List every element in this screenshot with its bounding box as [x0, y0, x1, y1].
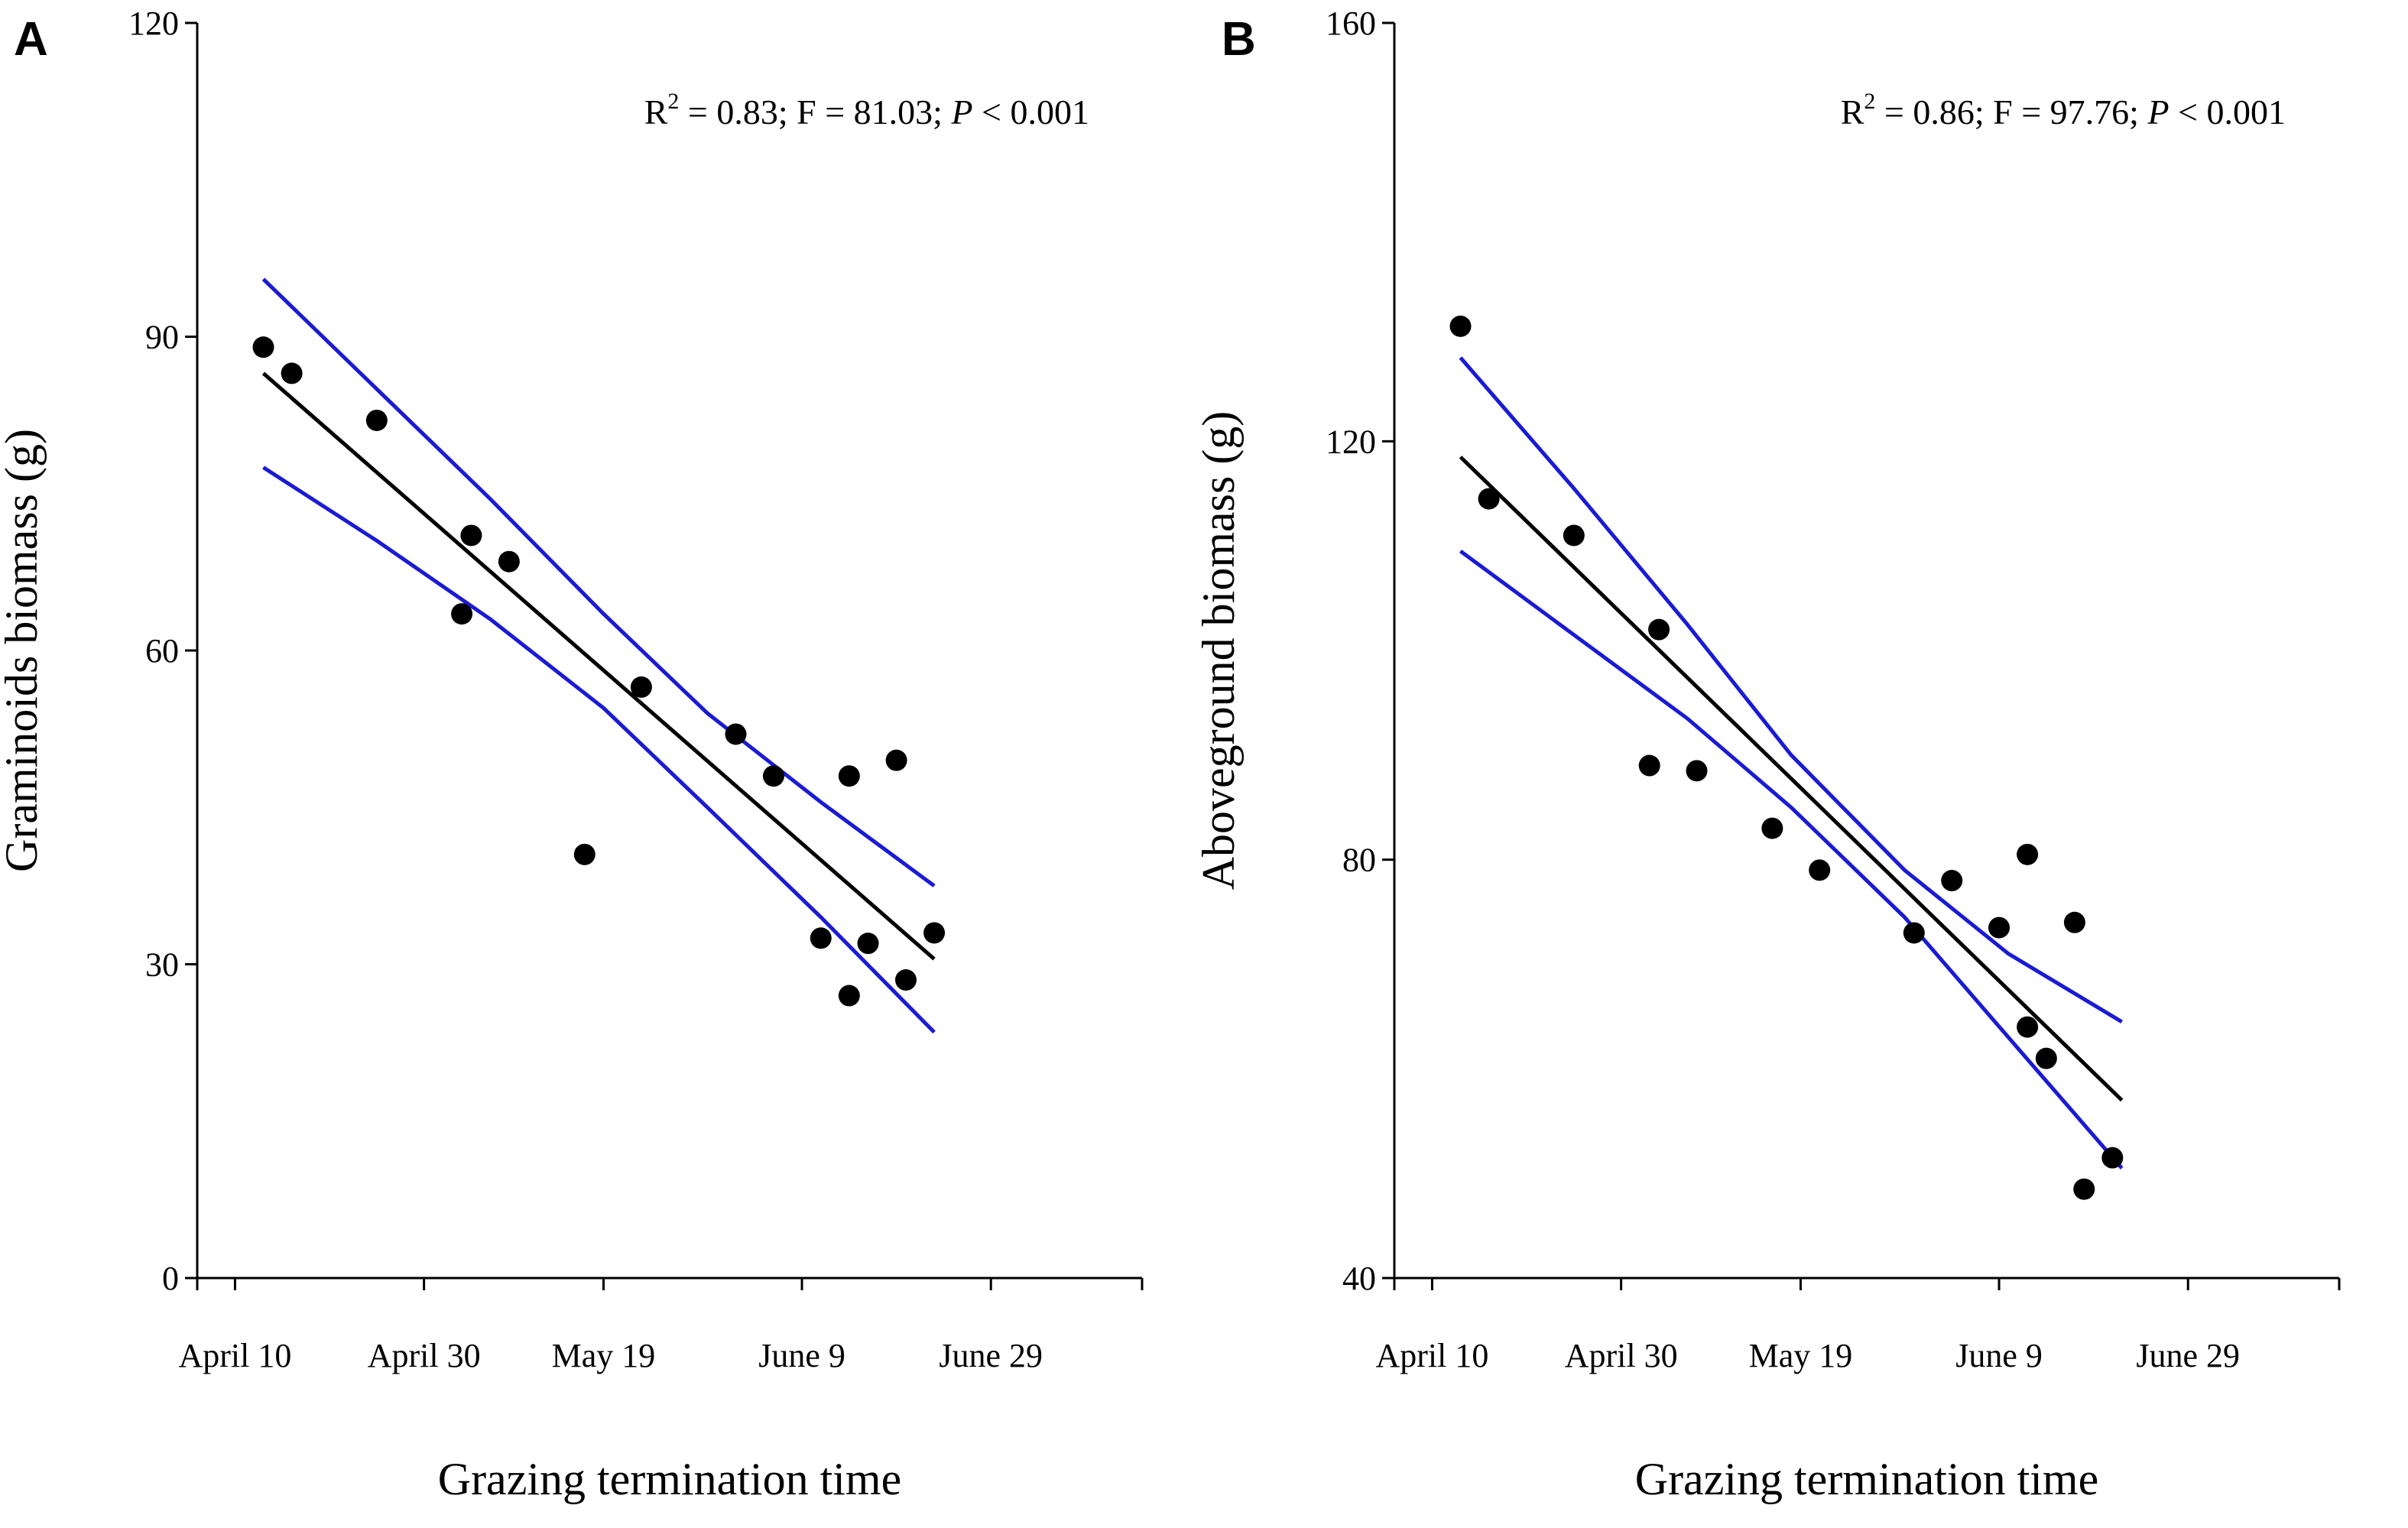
- data-point: [857, 933, 879, 955]
- panel-a: A 0 30 60 90 120 April 10 April 30 May 19 June 9 J…: [0, 5, 1144, 1504]
- x-tick-label: June 9: [758, 1337, 845, 1374]
- data-point: [281, 362, 303, 384]
- data-point: [2063, 911, 2085, 933]
- y-tick-label: 60: [145, 632, 179, 670]
- x-tick-label: April 10: [1375, 1337, 1488, 1374]
- r2-symbol: R: [1841, 92, 1864, 131]
- data-point: [1988, 916, 2010, 939]
- data-point: [498, 550, 520, 573]
- r2-superscript: 2: [667, 89, 679, 114]
- regression-line: [261, 371, 936, 961]
- y-tick-label: 0: [162, 1260, 179, 1297]
- x-axis-title: Grazing termination time: [438, 1454, 901, 1504]
- y-tick-label: 160: [1326, 5, 1376, 42]
- data-point: [1648, 618, 1670, 641]
- data-point: [630, 676, 652, 698]
- regression-line: [1459, 456, 2124, 1102]
- x-tick-label: April 10: [178, 1337, 291, 1374]
- r2-f-values: = 0.86; F = 97.76;: [1875, 92, 2147, 131]
- data-point: [810, 927, 832, 949]
- data-point: [725, 723, 747, 745]
- y-tick-label: 40: [1342, 1260, 1376, 1297]
- data-point: [838, 985, 860, 1007]
- y-axis-title: Aboveground biomass (g): [1193, 411, 1244, 891]
- data-point: [1686, 760, 1708, 782]
- data-point: [573, 843, 596, 865]
- data-point: [1449, 315, 1472, 337]
- data-point: [885, 749, 907, 771]
- x-tick-label: June 29: [2136, 1337, 2240, 1374]
- confidence-band-lower: [262, 466, 936, 1034]
- data-point: [2073, 1178, 2095, 1200]
- x-axis-title: Grazing termination time: [1635, 1454, 2098, 1504]
- y-tick-label: 120: [1326, 423, 1376, 460]
- r2-symbol: R: [644, 92, 668, 131]
- x-tick-label: April 30: [1565, 1337, 1678, 1374]
- data-point: [2017, 1016, 2039, 1038]
- r2-f-values: = 0.83; F = 81.03;: [679, 92, 951, 131]
- p-value: < 0.001: [973, 92, 1089, 131]
- data-point: [2017, 843, 2039, 865]
- data-point: [923, 922, 946, 944]
- data-point: [2035, 1047, 2057, 1069]
- data-point: [1941, 870, 1963, 892]
- y-tick-label: 80: [1342, 842, 1376, 879]
- data-point: [1761, 817, 1783, 839]
- data-point: [1563, 524, 1585, 547]
- data-point: [895, 969, 917, 991]
- p-symbol: P: [950, 92, 972, 131]
- confidence-band-upper: [261, 277, 936, 887]
- data-point: [252, 336, 274, 358]
- data-point: [1478, 488, 1500, 510]
- panel-b: B 40 80 120 160 April 10 April 30 May 19 June 9 J…: [1193, 5, 2341, 1504]
- data-point: [2101, 1147, 2124, 1169]
- y-tick-label: 30: [145, 946, 179, 984]
- data-point: [838, 765, 860, 787]
- panel-letter: B: [1222, 13, 1256, 66]
- x-tick-label: May 19: [552, 1337, 656, 1374]
- stats-annotation: R2 = 0.83; F = 81.03; P < 0.001: [644, 89, 1089, 131]
- panel-letter: A: [14, 13, 48, 66]
- data-point: [451, 603, 473, 625]
- data-point: [365, 409, 388, 431]
- p-value: < 0.001: [2169, 92, 2286, 131]
- y-axis-title: Graminoids biomass (g): [0, 429, 47, 872]
- stats-annotation: R2 = 0.86; F = 97.76; P < 0.001: [1841, 89, 2286, 131]
- data-point: [762, 765, 784, 787]
- confidence-band-upper: [1459, 356, 2123, 1024]
- data-point: [460, 524, 482, 547]
- x-tick-label: June 9: [1955, 1337, 2043, 1374]
- x-tick-label: June 29: [939, 1337, 1043, 1374]
- x-tick-label: May 19: [1749, 1337, 1853, 1374]
- x-tick-label: April 30: [368, 1337, 481, 1374]
- data-point: [1638, 754, 1660, 777]
- data-point: [1809, 859, 1831, 881]
- confidence-band-lower: [1459, 549, 2124, 1170]
- r2-superscript: 2: [1864, 89, 1875, 114]
- p-symbol: P: [2147, 92, 2169, 131]
- y-tick-label: 90: [145, 319, 179, 356]
- y-tick-label: 120: [128, 5, 179, 42]
- data-point: [1903, 922, 1925, 944]
